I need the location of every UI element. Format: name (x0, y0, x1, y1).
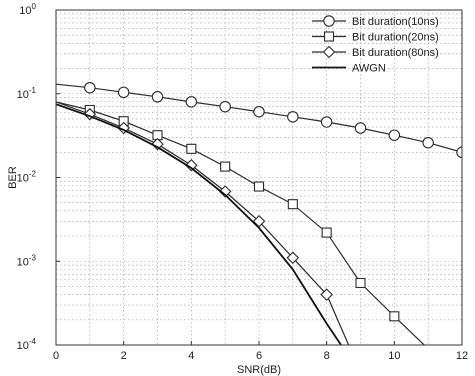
data-point-square-marker (355, 277, 366, 289)
data-point-circle-marker (422, 136, 434, 149)
legend-diamond-marker (322, 45, 336, 59)
series-line-bit-duration-80ns (56, 101, 350, 345)
x-tick-label: 0 (53, 350, 59, 362)
data-point-circle-marker (219, 100, 231, 113)
series-line-awgn (56, 103, 343, 345)
data-point-square-marker (321, 227, 332, 238)
series-bit-duration-10ns (56, 81, 462, 159)
data-point-diamond-marker (320, 288, 333, 301)
x-tick-label: 8 (324, 350, 330, 362)
y-tick-label: 100 (19, 2, 36, 17)
data-point-circle-marker (320, 116, 333, 128)
legend-item-bit-duration-20ns: Bit duration(20ns) (312, 31, 439, 44)
data-point-circle-marker (388, 129, 401, 141)
legend: Bit duration(10ns) Bit duration(20ns) Bit … (312, 15, 439, 75)
x-tick-label: 4 (188, 350, 194, 362)
legend-square-marker (323, 31, 335, 42)
data-point-square-marker (220, 161, 231, 172)
x-tick-label: 6 (256, 350, 262, 362)
y-tick-label: 10-4 (17, 337, 37, 352)
x-axis-label: SNR(dB) (237, 364, 281, 376)
data-point-circle-marker (287, 111, 299, 123)
y-tick-label: 10-1 (17, 86, 37, 101)
data-point-square-marker (253, 181, 265, 192)
data-point-circle-marker (151, 91, 164, 103)
data-point-circle-marker (185, 96, 198, 108)
legend-label: Bit duration(20ns) (352, 32, 439, 44)
x-tick-label: 10 (388, 350, 400, 362)
x-tick-label: 12 (456, 350, 468, 362)
data-point-diamond-marker (286, 251, 300, 265)
grid (56, 10, 462, 345)
data-point-circle-marker (117, 86, 130, 99)
data-point-circle-marker (84, 81, 96, 94)
data-point-diamond-marker (117, 121, 130, 135)
y-tick-label: 10-2 (17, 170, 37, 185)
data-point-square-marker (389, 311, 400, 322)
y-axis-label: BER (7, 166, 19, 189)
data-point-diamond-marker (185, 158, 198, 172)
legend-label: Bit duration(10ns) (352, 16, 439, 28)
data-point-circle-marker (253, 105, 265, 118)
series-line-bit-duration-20ns (56, 101, 426, 345)
data-point-circle-marker (354, 122, 367, 134)
y-tick-label: 10-3 (17, 253, 37, 268)
plot-series (56, 81, 462, 345)
series-bit-duration-20ns (56, 101, 426, 345)
legend-label: Bit duration(80ns) (352, 47, 439, 59)
legend-circle-marker (323, 15, 335, 27)
series-bit-duration-80ns (56, 101, 350, 345)
data-point-square-marker (287, 199, 298, 210)
axis-ticks: 0 2 4 6 8 10 12 10-4 10-3 10-2 10-1 100 (17, 2, 469, 362)
data-point-diamond-marker (151, 137, 164, 151)
legend-item-bit-duration-10ns: Bit duration(10ns) (312, 15, 439, 28)
legend-item-awgn: AWGN (312, 63, 386, 75)
series-awgn (56, 103, 343, 345)
x-tick-label: 2 (121, 350, 127, 362)
data-point-square-marker (186, 143, 197, 154)
legend-label: AWGN (352, 63, 386, 75)
legend-item-bit-duration-80ns: Bit duration(80ns) (312, 45, 439, 59)
data-point-diamond-marker (218, 185, 232, 198)
